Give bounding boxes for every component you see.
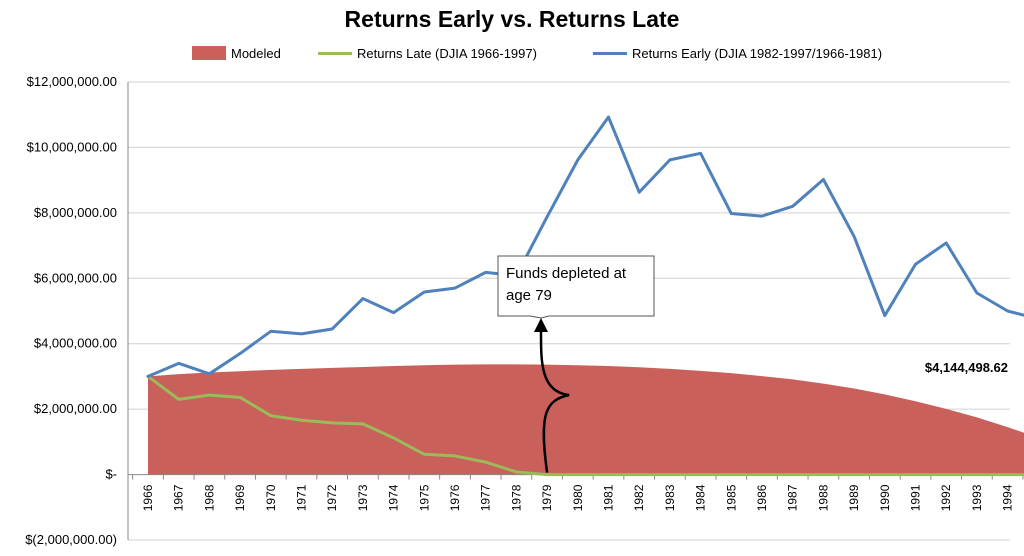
y-tick-label: $10,000,000.00 bbox=[27, 139, 117, 154]
x-tick-label: 1987 bbox=[786, 484, 800, 511]
y-tick-label: $- bbox=[105, 467, 117, 482]
x-tick-label: 1991 bbox=[909, 484, 923, 511]
legend-label-modeled: Modeled bbox=[231, 45, 281, 61]
annotation-callout-box bbox=[497, 255, 655, 319]
series-returns-late-line bbox=[146, 374, 1024, 477]
x-tick-label: 1969 bbox=[233, 484, 247, 511]
end-point-label: $4,144,498.62 bbox=[925, 360, 1008, 375]
x-tick-label: 1986 bbox=[755, 484, 769, 511]
x-tick-label: 1984 bbox=[694, 484, 708, 511]
y-tick-label: $6,000,000.00 bbox=[34, 270, 117, 285]
x-tick-label: 1973 bbox=[356, 484, 370, 511]
x-tick-label: 1985 bbox=[724, 484, 738, 511]
x-tick-label: 1974 bbox=[387, 484, 401, 511]
annotation-layer: Funds depleted at age 79 bbox=[497, 255, 655, 473]
y-tick-label: $12,000,000.00 bbox=[27, 74, 117, 89]
legend-swatch-returns-early bbox=[593, 51, 627, 55]
x-tick-label: 1972 bbox=[325, 484, 339, 511]
x-tick-label: 1988 bbox=[816, 484, 830, 511]
legend: Modeled Returns Late (DJIA 1966-1997) Re… bbox=[0, 43, 1024, 63]
x-axis-tick-labels: 1966 1967 1968 1969 1970 1971 1972 1973 1974 1975… bbox=[141, 484, 1015, 511]
chart-title: Returns Early vs. Returns Late bbox=[344, 6, 680, 32]
x-tick-label: 1989 bbox=[847, 484, 861, 511]
x-tick-label: 1994 bbox=[1001, 484, 1015, 511]
legend-item-modeled: Modeled bbox=[192, 43, 281, 63]
x-tick-label: 1981 bbox=[602, 484, 616, 511]
y-tick-label: $4,000,000.00 bbox=[34, 336, 117, 351]
y-tick-label: $(2,000,000.00) bbox=[25, 532, 117, 547]
legend-item-returns-early: Returns Early (DJIA 1982-1997/1966-1981) bbox=[593, 43, 882, 63]
x-tick-label: 1975 bbox=[417, 484, 431, 511]
x-tick-label: 1970 bbox=[264, 484, 278, 511]
area-series-layer bbox=[148, 364, 1024, 475]
y-tick-label: $8,000,000.00 bbox=[34, 205, 117, 220]
series-modeled-area bbox=[148, 364, 1024, 475]
annotation-text: age 79 bbox=[506, 287, 552, 304]
x-tick-label: 1978 bbox=[509, 484, 523, 511]
x-tick-label: 1966 bbox=[141, 484, 155, 511]
x-tick-label: 1983 bbox=[663, 484, 677, 511]
series-returns-early-line bbox=[146, 115, 1024, 378]
x-tick-label: 1968 bbox=[202, 484, 216, 511]
legend-swatch-returns-late bbox=[318, 51, 352, 55]
x-tick-label: 1976 bbox=[448, 484, 462, 511]
x-tick-label: 1979 bbox=[540, 484, 554, 511]
x-tick-label: 1971 bbox=[295, 484, 309, 511]
legend-label-returns-early: Returns Early (DJIA 1982-1997/1966-1981) bbox=[632, 45, 883, 61]
x-tick-label: 1992 bbox=[939, 484, 953, 511]
y-tick-label: $2,000,000.00 bbox=[34, 401, 117, 416]
annotation-arrow bbox=[539, 329, 570, 473]
legend-label-returns-late: Returns Late (DJIA 1966-1997) bbox=[357, 45, 537, 61]
annotation-arrowhead bbox=[534, 318, 548, 332]
x-tick-label: 1967 bbox=[172, 484, 186, 511]
legend-item-returns-late: Returns Late (DJIA 1966-1997) bbox=[318, 43, 537, 63]
x-tick-label: 1977 bbox=[479, 484, 493, 511]
x-tick-label: 1980 bbox=[571, 484, 585, 511]
x-tick-label: 1982 bbox=[632, 484, 646, 511]
line-series-layer: $4,144,498.62 bbox=[146, 115, 1024, 477]
annotation-text: Funds depleted at bbox=[506, 265, 627, 282]
x-tick-label: 1990 bbox=[878, 484, 892, 511]
y-axis-tick-labels: $(2,000,000.00) $- $2,000,000.00 $4,000,000… bbox=[25, 74, 117, 547]
legend-swatch-modeled bbox=[192, 46, 226, 60]
x-tick-label: 1993 bbox=[970, 484, 984, 511]
